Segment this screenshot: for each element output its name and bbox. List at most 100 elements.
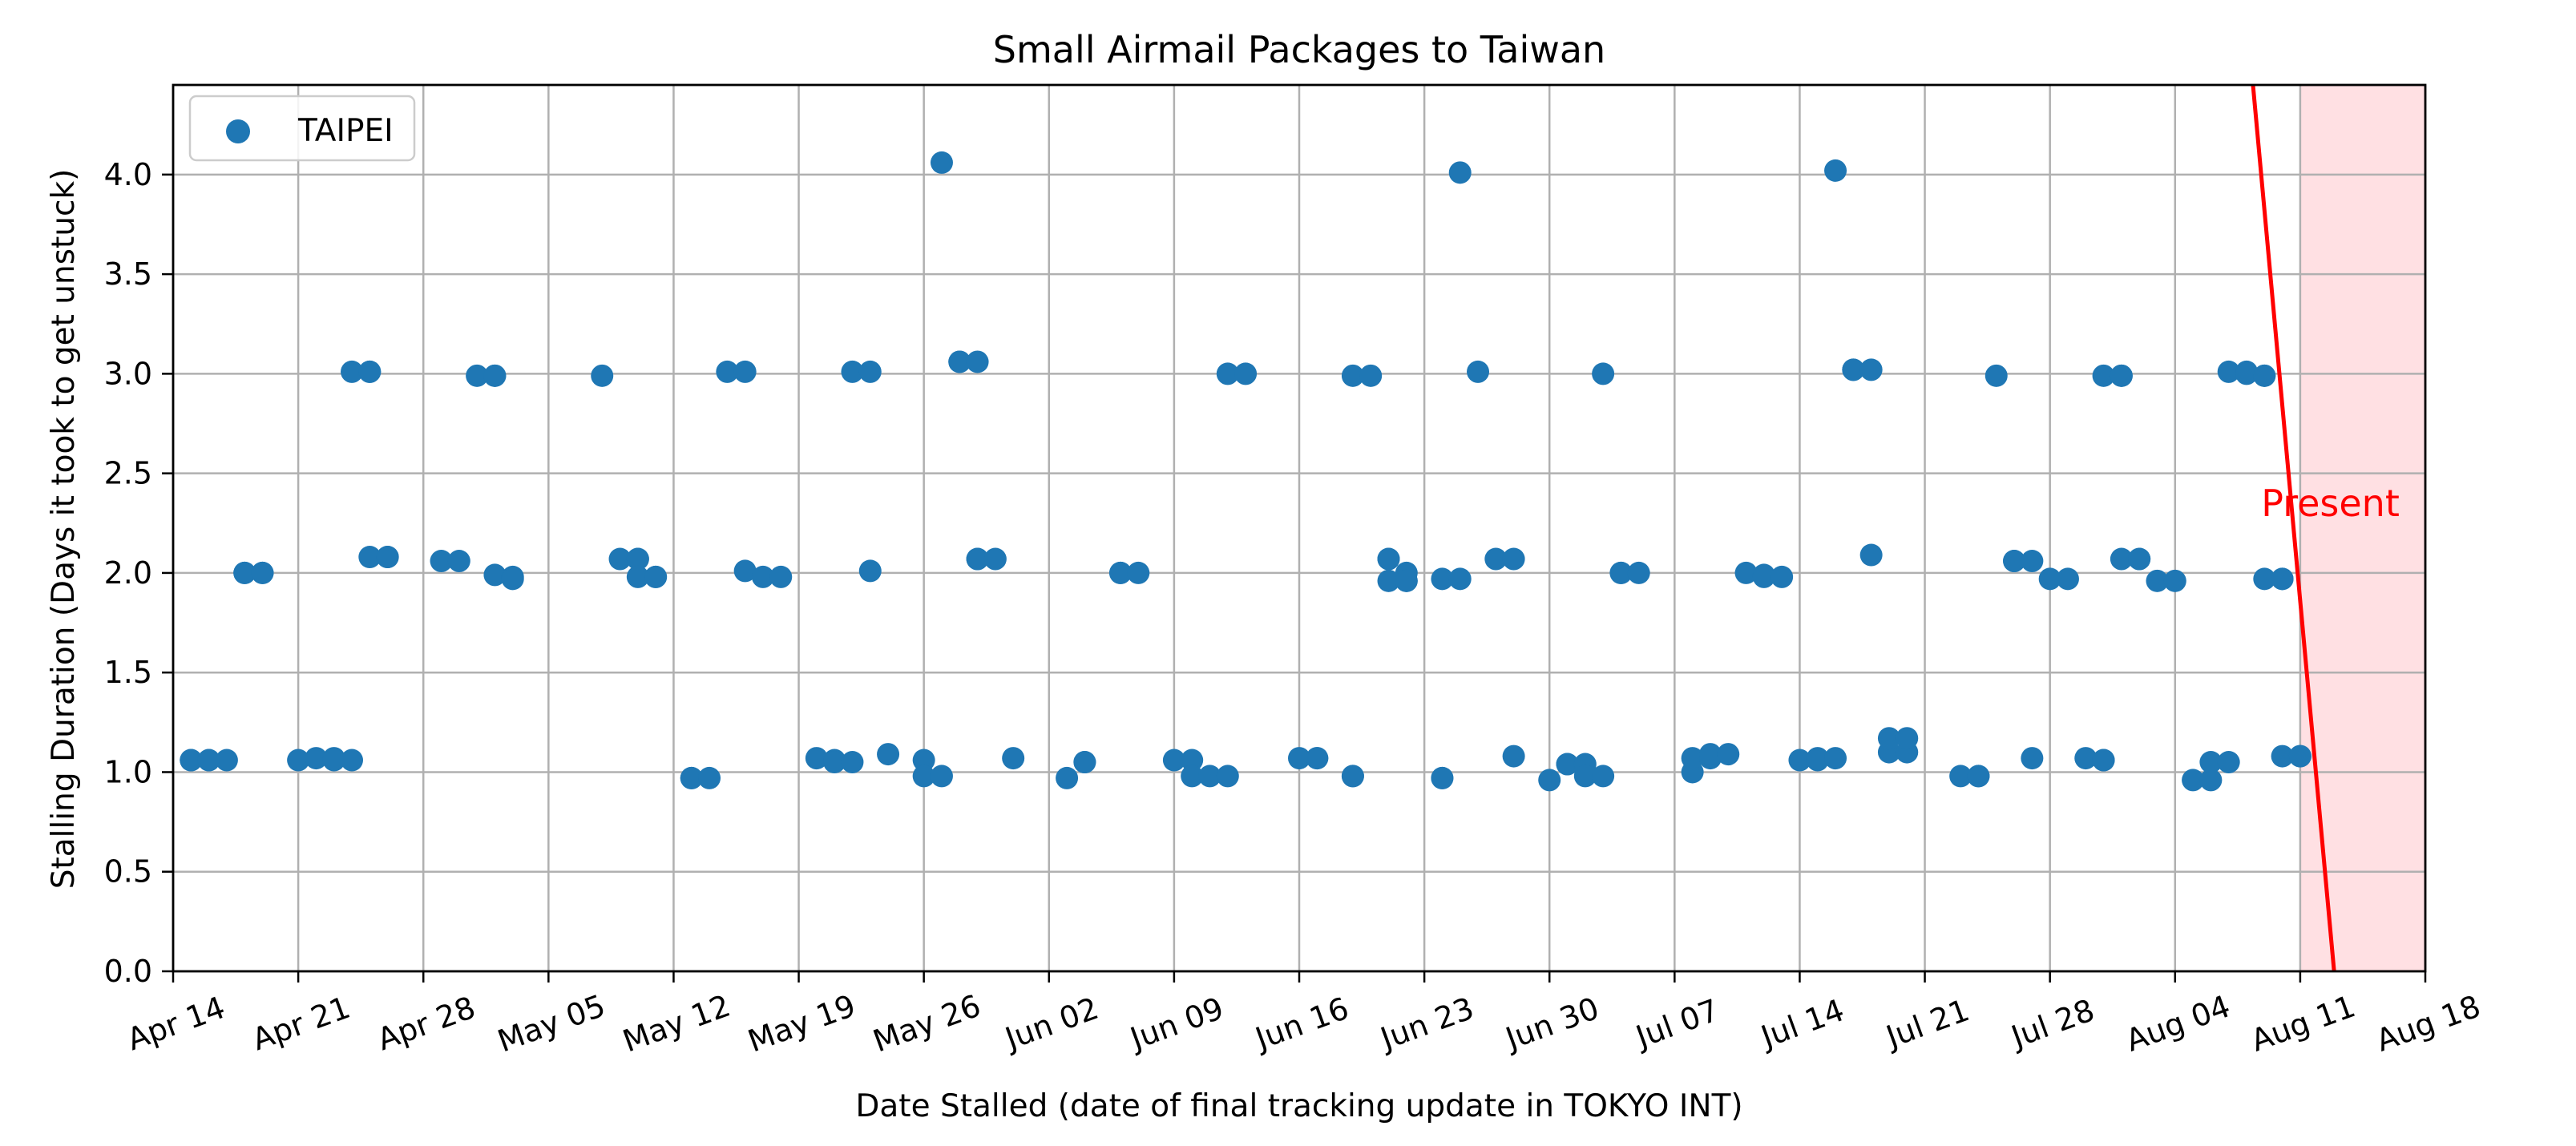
present-label: Present <box>2261 482 2400 525</box>
data-point <box>376 546 399 569</box>
data-point <box>1127 561 1150 584</box>
data-point <box>2253 567 2276 591</box>
data-point <box>1056 766 1079 789</box>
data-point <box>1681 747 1704 770</box>
data-point <box>1859 543 1883 567</box>
data-point <box>358 360 382 383</box>
data-point <box>2092 364 2115 387</box>
data-point <box>2271 744 2294 768</box>
data-point <box>1341 765 1364 788</box>
data-point <box>2056 567 2079 591</box>
data-point <box>769 565 793 588</box>
data-point <box>1842 358 1865 381</box>
x-axis-label: Date Stalled (date of final tracking upd… <box>855 1088 1742 1124</box>
data-point <box>322 749 345 772</box>
data-point <box>1949 765 1972 788</box>
data-point <box>2110 364 2133 387</box>
data-point <box>1377 569 1400 592</box>
data-point <box>1896 727 1919 750</box>
data-point <box>1824 747 1847 770</box>
data-point <box>1341 364 1364 387</box>
data-point <box>1431 567 1454 591</box>
data-point <box>358 546 382 569</box>
data-point <box>305 747 328 770</box>
y-tick-label: 1.0 <box>104 754 152 789</box>
data-point <box>626 565 649 588</box>
data-point <box>2271 567 2294 591</box>
data-point <box>233 561 256 584</box>
data-point <box>1859 358 1883 381</box>
data-point <box>1502 744 1525 768</box>
data-point <box>823 751 846 774</box>
data-point <box>1216 765 1239 788</box>
data-point <box>1609 561 1633 584</box>
data-point <box>1502 547 1525 571</box>
legend-marker <box>226 119 250 143</box>
data-point <box>1431 766 1454 789</box>
data-point <box>1162 749 1185 772</box>
data-point <box>698 766 721 789</box>
legend-frame <box>188 95 416 162</box>
data-point <box>1752 565 1775 588</box>
data-point <box>1181 765 1204 788</box>
y-tick-label: 2.0 <box>104 555 152 591</box>
data-point <box>966 350 989 373</box>
data-point <box>591 364 614 387</box>
data-point <box>1216 362 1239 385</box>
data-point <box>1984 364 2008 387</box>
data-point <box>197 749 220 772</box>
data-point <box>483 563 507 587</box>
data-point <box>287 749 310 772</box>
data-point <box>912 749 935 772</box>
y-tick-label: 3.0 <box>104 356 152 391</box>
data-point <box>858 360 882 383</box>
data-point <box>1002 747 1025 770</box>
data-point <box>983 547 1007 571</box>
data-point <box>858 559 882 583</box>
data-point <box>966 547 989 571</box>
data-point <box>2021 747 2044 770</box>
data-point <box>1306 747 1329 770</box>
data-point <box>930 151 953 174</box>
y-axis-label: Stalling Duration (Days it took to get u… <box>46 169 82 890</box>
data-point <box>1448 567 1472 591</box>
data-point <box>1734 561 1758 584</box>
data-point <box>877 743 900 766</box>
data-point <box>2217 751 2240 774</box>
data-point <box>912 765 935 788</box>
data-point <box>1359 364 1383 387</box>
data-point <box>1395 569 1418 592</box>
data-point <box>1467 360 1490 383</box>
data-point <box>2074 747 2098 770</box>
data-point <box>1288 747 1310 770</box>
data-point <box>2199 769 2223 792</box>
data-point <box>1824 159 1847 182</box>
data-point <box>466 364 489 387</box>
legend: TAIPEI <box>188 95 416 162</box>
data-point <box>341 360 364 383</box>
data-point <box>2217 360 2240 383</box>
data-point <box>1967 765 1990 788</box>
y-tick-label: 4.0 <box>104 157 152 192</box>
data-point <box>1698 743 1722 766</box>
chart-title: Small Airmail Packages to Taiwan <box>993 28 1605 71</box>
data-point <box>483 364 507 387</box>
data-point <box>2038 567 2061 591</box>
legend-label-taipei: TAIPEI <box>297 113 394 149</box>
data-point <box>1592 362 1615 385</box>
present-shade-region <box>2299 85 2425 971</box>
data-point <box>644 565 668 588</box>
data-point <box>841 751 864 774</box>
y-tick-label: 1.5 <box>104 655 152 690</box>
data-point <box>1770 565 1794 588</box>
data-point <box>1073 751 1096 774</box>
data-point <box>2182 769 2205 792</box>
data-point <box>841 360 864 383</box>
present-line <box>2251 85 2336 971</box>
data-point <box>2021 550 2044 573</box>
y-tick-label: 0.0 <box>104 954 152 989</box>
data-point <box>1627 561 1650 584</box>
data-point <box>1556 753 1579 776</box>
